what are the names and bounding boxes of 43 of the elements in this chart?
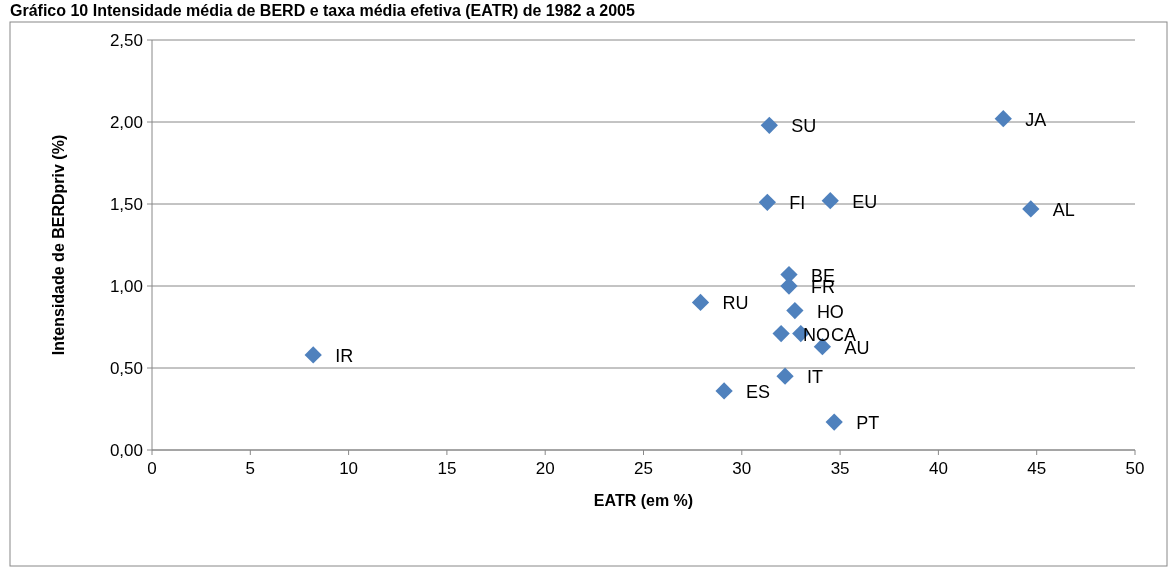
annotation: SU	[791, 116, 817, 137]
x-tick-label: 45	[1027, 459, 1047, 478]
point	[772, 324, 790, 343]
y-tick-label: 2,50	[109, 30, 143, 50]
y-tick-label: 2,00	[109, 112, 143, 132]
annotation: IR	[335, 345, 354, 366]
y-axis-title: Intensidade de BERDpriv (%)	[50, 134, 67, 356]
point	[304, 346, 322, 364]
y-tick-label: 1,50	[109, 194, 143, 214]
x-tick-label: 15	[437, 459, 457, 478]
x-tick-label: 10	[339, 459, 359, 478]
x-tick-label: 25	[634, 459, 653, 478]
x-tick-label: 20	[535, 459, 555, 478]
annotation: HO	[816, 301, 844, 322]
x-tick-label: 40	[928, 459, 948, 478]
point	[776, 367, 794, 385]
x-tick-label: 0	[147, 459, 157, 478]
point	[1022, 200, 1040, 218]
x-tick-label: 30	[732, 459, 752, 478]
point	[691, 293, 710, 312]
annotation: RU	[722, 293, 749, 314]
x-tick-label: 50	[1125, 459, 1145, 478]
point	[994, 110, 1012, 128]
annotation: FI	[789, 193, 806, 214]
chart-title: Gráfico 10 Intensidade média de BERD e taxa média efetiva (EATR) de 1982 a 2005	[10, 2, 635, 19]
point	[758, 193, 776, 211]
annotation: JA	[1025, 109, 1047, 130]
annotation: ES	[746, 381, 771, 402]
annotation: AL	[1052, 199, 1075, 220]
x-tick-label: 5	[245, 459, 256, 478]
x-tick-label: 35	[830, 459, 850, 478]
point	[786, 301, 804, 320]
annotation: EU	[852, 191, 878, 212]
y-tick-label: 0,00	[109, 440, 143, 460]
x-axis-title: EATR (em %)	[593, 492, 694, 509]
y-tick-label: 0,50	[109, 358, 143, 378]
point	[821, 192, 839, 210]
annotation: IT	[807, 367, 824, 388]
y-tick-label: 1,00	[109, 276, 143, 296]
point	[825, 413, 843, 431]
point	[715, 382, 733, 400]
point	[760, 116, 778, 134]
annotation: PT	[856, 413, 880, 434]
